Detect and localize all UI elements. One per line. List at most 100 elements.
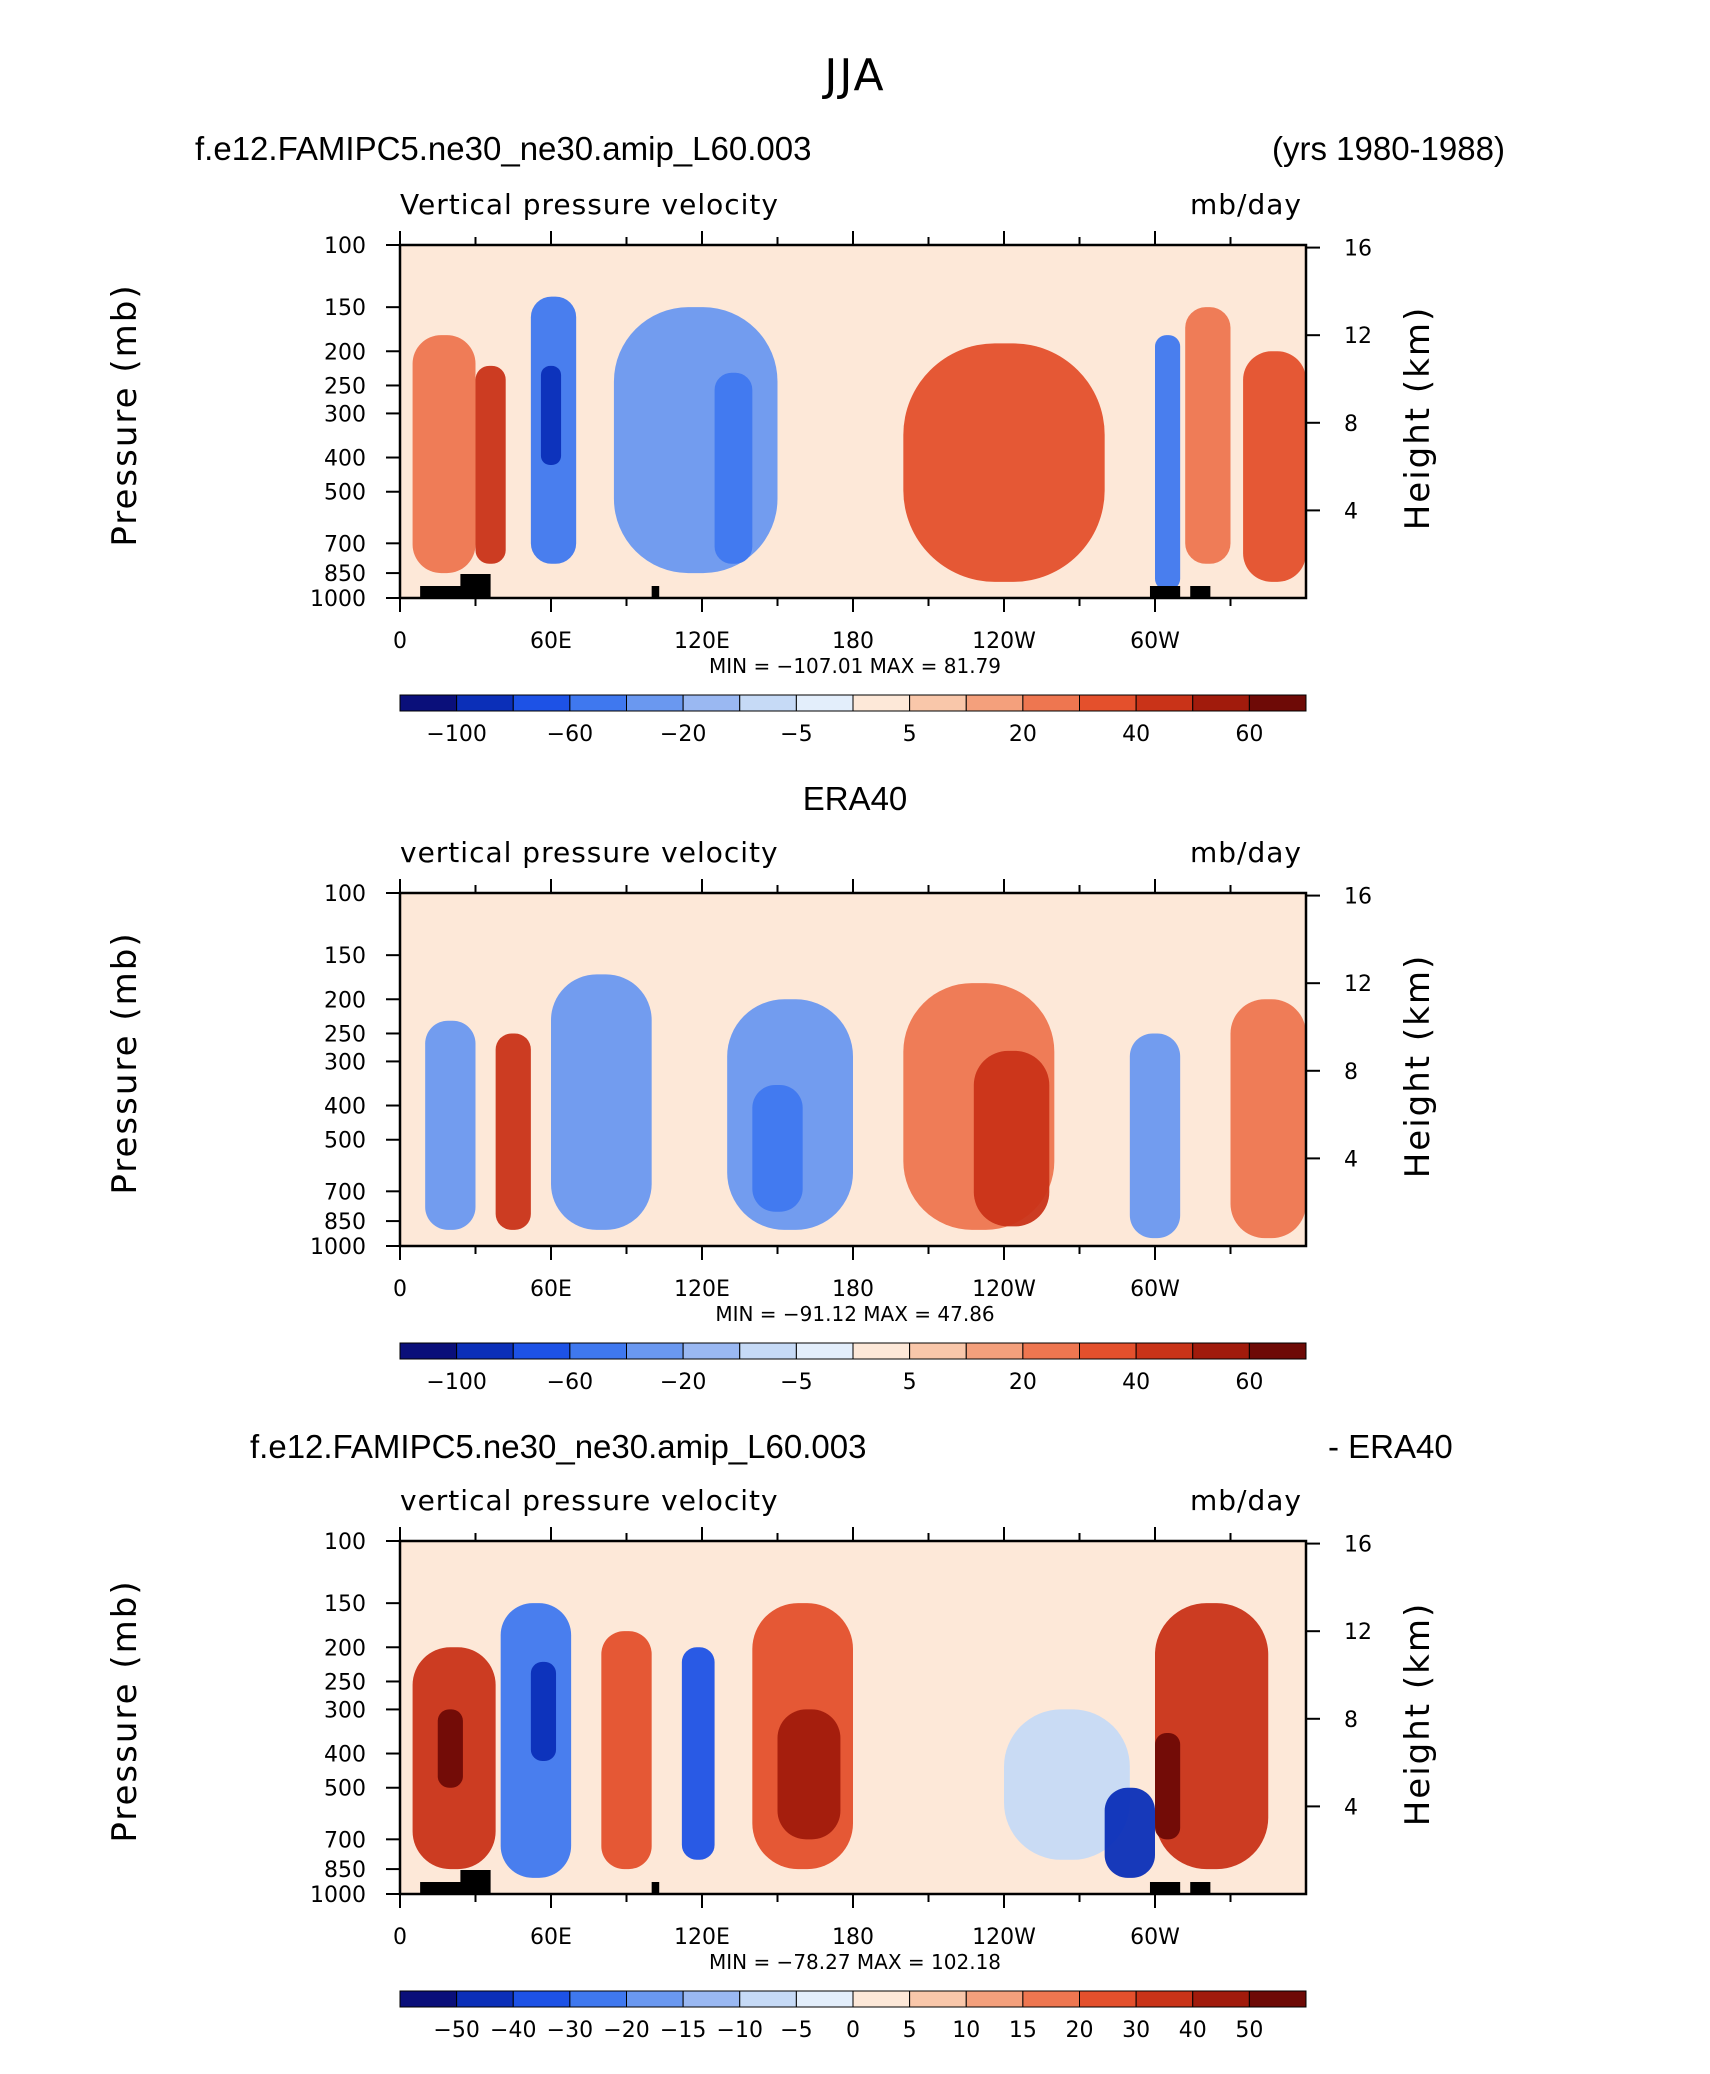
colorbar-label: 20 [1009, 722, 1037, 747]
x-tick-label: 60W [1130, 1925, 1180, 1950]
colorbar-label: −100 [426, 722, 486, 747]
panel1-plot: 0 60E 120E 180 120W 60W 100 150 200 250 300 400 500 7… [310, 231, 1372, 654]
colorbar-label: −15 [660, 2018, 706, 2043]
y-tick-label: 200 [324, 340, 366, 365]
terrain-block [1149, 1882, 1181, 1894]
colorbar-box [569, 1990, 627, 2008]
terrain-block [651, 1882, 660, 1894]
field-region [681, 1647, 715, 1860]
y-tick-label: 200 [324, 1636, 366, 1661]
panel3-case-label: f.e12.FAMIPC5.ne30_ne30.amip_L60.003 [250, 1428, 867, 1465]
y-tick-label: 400 [324, 447, 366, 472]
colorbar-box [1248, 694, 1307, 712]
colorbar-label: 60 [1235, 1370, 1263, 1395]
colorbar-box [909, 1342, 967, 1360]
x-tick-label: 0 [393, 1925, 407, 1950]
colorbar-box [1248, 1990, 1307, 2008]
field-region [530, 1661, 557, 1762]
colorbar-box [1079, 1342, 1137, 1360]
panel3-minus-label: - ERA40 [1328, 1428, 1453, 1465]
y-tick-label: 850 [324, 562, 366, 587]
panel2-variable: vertical pressure velocity [400, 836, 779, 869]
terrain-block [460, 1870, 491, 1894]
colorbar-box [512, 1342, 571, 1360]
colorbar-box [739, 1990, 797, 2008]
y-right-tick-label: 4 [1344, 1795, 1358, 1820]
colorbar-box [682, 1990, 741, 2008]
colorbar-box [852, 1342, 911, 1360]
y-right-tick-label: 12 [1344, 1620, 1372, 1645]
x-tick-label: 60W [1130, 1277, 1180, 1302]
panel3-plot: 0 60E 120E 180 120W 60W 100 150 200 250 300 400 500 7… [310, 1527, 1372, 1950]
x-tick-label: 120E [674, 629, 730, 654]
colorbar-label: −10 [717, 2018, 763, 2043]
y-tick-label: 850 [324, 1858, 366, 1883]
y-right-tick-label: 8 [1344, 1060, 1358, 1085]
colorbar-box [852, 1990, 911, 2008]
field-region [613, 307, 778, 574]
terrain-block [651, 586, 660, 598]
panel2-units: mb/day [1190, 836, 1302, 869]
y-tick-label: 300 [324, 402, 366, 427]
panel1-case-label: f.e12.FAMIPC5.ne30_ne30.amip_L60.003 [195, 130, 812, 167]
colorbar-box [626, 694, 684, 712]
panel2-colorbar: −100 −60 −20 −5 5 20 40 60 [399, 1342, 1307, 1395]
colorbar-label: 5 [903, 722, 917, 747]
colorbar-box [512, 1990, 571, 2008]
field-region [1243, 351, 1306, 582]
field-region [1104, 1787, 1155, 1878]
x-tick-label: 180 [832, 1277, 874, 1302]
colorbar-label: −40 [490, 2018, 536, 2043]
colorbar-label: 30 [1122, 2018, 1150, 2043]
x-tick-label: 60E [530, 629, 572, 654]
colorbar-label: 20 [1009, 1370, 1037, 1395]
x-tick-label: 120E [674, 1925, 730, 1950]
field-region [425, 1020, 476, 1230]
y-tick-label: 100 [324, 234, 366, 259]
y-right-tick-label: 16 [1344, 885, 1372, 910]
field-region [1230, 999, 1306, 1239]
x-tick-label: 120W [972, 1277, 1036, 1302]
colorbar-box [569, 1342, 627, 1360]
colorbar-box [1022, 1342, 1080, 1360]
colorbar-box [682, 694, 741, 712]
field-region [1155, 335, 1181, 591]
x-tick-label: 0 [393, 629, 407, 654]
field-region [601, 1631, 652, 1870]
y-right-tick-label: 4 [1344, 499, 1358, 524]
y-tick-label: 700 [324, 532, 366, 557]
panel3-colorbar: −50 −40 −30 −20 −15 −10 −5 0 5 10 15 20 30 40 50 [399, 1990, 1307, 2043]
colorbar-box [1192, 1990, 1250, 2008]
colorbar-box [512, 694, 571, 712]
terrain-block [1190, 1882, 1211, 1894]
colorbar-box [399, 1342, 458, 1360]
colorbar-box [569, 694, 627, 712]
panel3-variable: vertical pressure velocity [400, 1484, 779, 1517]
colorbar-box [399, 1990, 458, 2008]
colorbar-box [739, 1342, 797, 1360]
panel2-plot: 0 60E 120E 180 120W 60W 100 150 200 250 300 400 500 7… [310, 879, 1372, 1302]
colorbar-label: 5 [903, 2018, 917, 2043]
colorbar-box [1022, 694, 1080, 712]
colorbar-label: −5 [780, 722, 812, 747]
colorbar-box [456, 1342, 514, 1360]
field-region [495, 1033, 531, 1230]
panel1-stats: MIN = −107.01 MAX = 81.79 [708, 654, 1002, 678]
colorbar-box [1135, 1342, 1194, 1360]
y-tick-label: 700 [324, 1180, 366, 1205]
field-region [973, 1050, 1050, 1227]
colorbar-label: −20 [660, 722, 706, 747]
x-tick-label: 0 [393, 1277, 407, 1302]
colorbar-box [739, 694, 797, 712]
field-region [540, 365, 562, 466]
y-tick-label: 500 [324, 1777, 366, 1802]
field-region [903, 343, 1105, 582]
x-tick-label: 120W [972, 629, 1036, 654]
colorbar-box [1192, 1342, 1250, 1360]
colorbar-box [456, 1990, 514, 2008]
colorbar-label: 60 [1235, 722, 1263, 747]
panel1-colorbar: −100 −60 −20 −5 5 20 40 60 [399, 694, 1307, 747]
y-tick-label: 300 [324, 1698, 366, 1723]
field-region [714, 372, 753, 564]
